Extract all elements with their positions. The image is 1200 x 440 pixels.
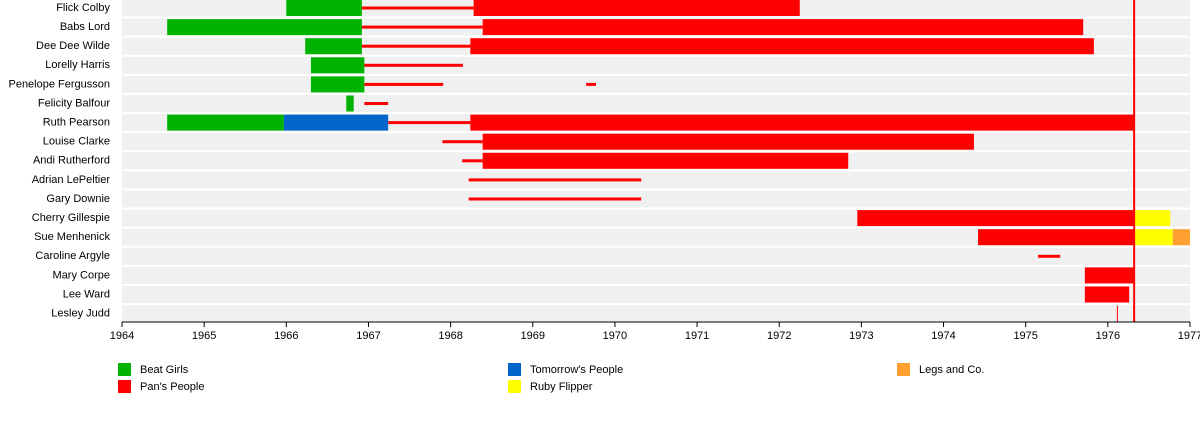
segment (364, 63, 463, 67)
segment (310, 57, 365, 74)
x-tick-label: 1964 (110, 330, 134, 342)
row-label: Flick Colby (56, 2, 110, 14)
segment (482, 133, 974, 150)
row-label: Babs Lord (60, 21, 110, 33)
x-tick-label: 1965 (192, 330, 216, 342)
segment (283, 114, 389, 131)
row-stripe (122, 56, 1190, 74)
legend-swatch (508, 363, 521, 376)
x-tick-label: 1973 (849, 330, 873, 342)
segment (1084, 286, 1130, 303)
segment (1172, 229, 1190, 246)
segment (978, 229, 1135, 246)
row-label: Andi Rutherford (33, 155, 110, 167)
segment (361, 6, 474, 10)
row-stripe (122, 228, 1190, 246)
row-label: Dee Dee Wilde (36, 40, 110, 52)
segment (361, 44, 471, 48)
segment (388, 121, 471, 125)
row-label: Cherry Gillespie (32, 212, 110, 224)
segment (482, 19, 1084, 36)
row-label: Ruth Pearson (43, 117, 110, 129)
legend-label: Legs and Co. (919, 364, 984, 376)
x-tick-label: 1971 (685, 330, 709, 342)
segment (346, 95, 354, 112)
row-label: Caroline Argyle (35, 250, 110, 262)
segment (473, 0, 800, 16)
segment (167, 114, 284, 131)
row-label: Lee Ward (63, 288, 110, 300)
segment (857, 210, 1135, 227)
segment (470, 114, 1135, 131)
legend-swatch (118, 363, 131, 376)
row-label: Louise Clarke (43, 136, 110, 148)
segment (310, 76, 365, 93)
legend-label: Ruby Flipper (530, 381, 593, 393)
segment (167, 19, 362, 36)
x-tick-label: 1976 (1096, 330, 1120, 342)
legend-label: Tomorrow's People (530, 364, 623, 376)
row-label: Sue Menhenick (34, 231, 110, 243)
segment (1134, 229, 1173, 246)
legend-swatch (508, 380, 521, 393)
segment (586, 82, 597, 86)
row-label: Mary Corpe (53, 269, 110, 281)
segment (482, 152, 849, 169)
row-stripe (122, 95, 1190, 112)
legend-label: Pan's People (140, 381, 204, 393)
row-label: Lesley Judd (51, 308, 110, 320)
x-tick-label: 1969 (521, 330, 545, 342)
row-stripe (122, 171, 1190, 189)
x-tick-label: 1974 (931, 330, 955, 342)
segment (468, 178, 642, 182)
x-tick-label: 1970 (603, 330, 627, 342)
segment (364, 82, 444, 86)
x-tick-label: 1975 (1013, 330, 1037, 342)
segment (442, 140, 483, 144)
segment (468, 197, 642, 201)
x-tick-label: 1977 (1178, 330, 1200, 342)
x-tick-label: 1967 (356, 330, 380, 342)
segment (1084, 267, 1135, 284)
segment (1038, 254, 1061, 258)
segment (286, 0, 362, 16)
segment (1116, 305, 1118, 322)
row-stripe (122, 286, 1190, 303)
row-label: Gary Downie (46, 193, 110, 205)
row-label: Adrian LePeltier (32, 174, 111, 186)
row-stripe (122, 305, 1190, 323)
segment (470, 38, 1094, 55)
segment (361, 25, 483, 29)
x-tick-label: 1972 (767, 330, 791, 342)
row-label: Felicity Balfour (38, 97, 110, 109)
row-stripe (122, 266, 1190, 284)
row-stripe (122, 75, 1190, 93)
segment (364, 102, 389, 105)
row-stripe (122, 190, 1190, 208)
row-stripe (122, 247, 1190, 265)
x-tick-label: 1968 (438, 330, 462, 342)
row-label: Penelope Fergusson (8, 78, 110, 90)
legend-swatch (118, 380, 131, 393)
row-label: Lorelly Harris (45, 59, 110, 71)
segment (462, 159, 483, 163)
segment (305, 38, 362, 55)
legend-label: Beat Girls (140, 364, 189, 376)
x-tick-label: 1966 (274, 330, 298, 342)
segment (1134, 210, 1171, 227)
legend-swatch (897, 363, 910, 376)
